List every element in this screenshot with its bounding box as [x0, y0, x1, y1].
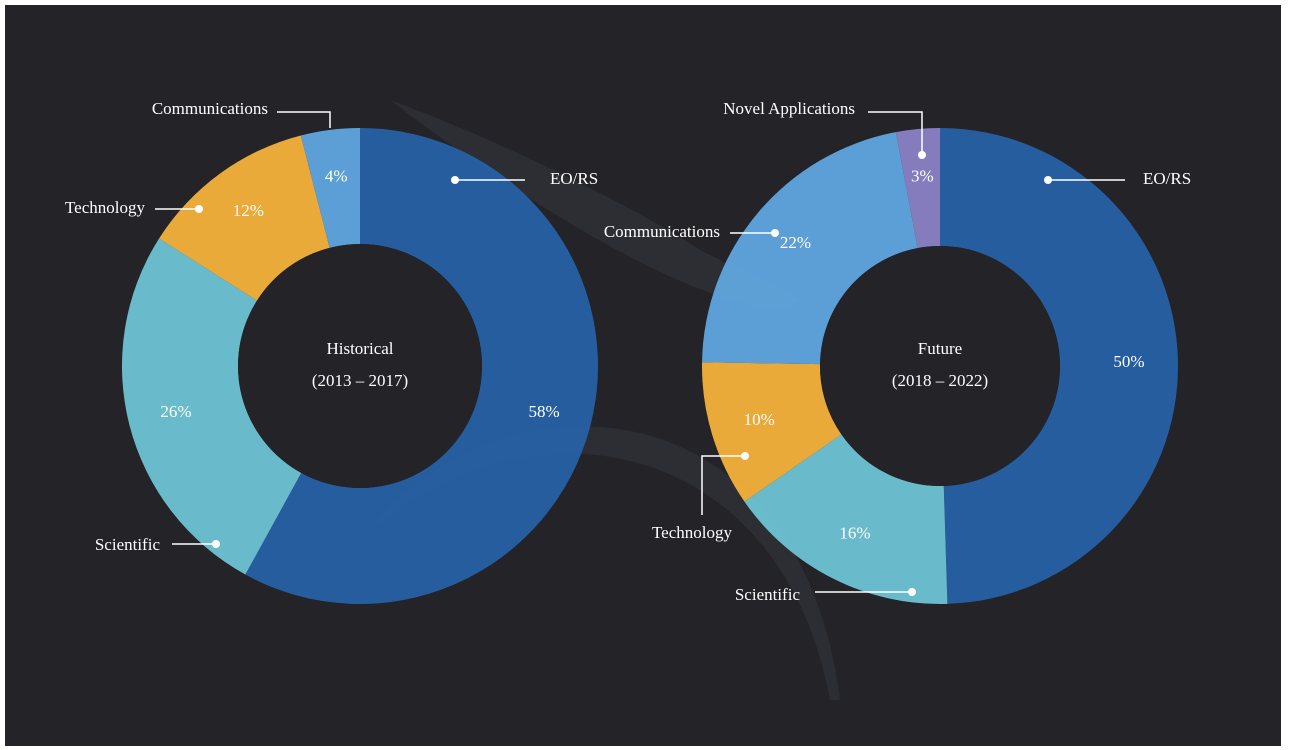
- value-label: 16%: [839, 524, 870, 543]
- leader-dot: [451, 176, 459, 184]
- category-label: Novel Applications: [723, 99, 855, 118]
- category-label: Communications: [604, 222, 720, 241]
- watermark: [390, 100, 800, 307]
- value-label: 26%: [160, 402, 191, 421]
- category-label: EO/RS: [550, 169, 598, 188]
- leader-dot: [771, 229, 779, 237]
- center-title: Historical: [326, 339, 393, 358]
- leader-dot: [741, 452, 749, 460]
- leader-dot: [918, 151, 926, 159]
- category-label: Technology: [65, 198, 146, 217]
- leader-dot: [1044, 176, 1052, 184]
- value-label: 4%: [325, 166, 348, 185]
- slice: [245, 128, 598, 604]
- watermark: [360, 426, 840, 700]
- leader-line: [701, 455, 745, 515]
- center-subtitle: (2018 – 2022): [892, 371, 988, 390]
- leader-dot: [908, 588, 916, 596]
- category-label: Scientific: [95, 535, 161, 554]
- donut-hole: [238, 244, 482, 488]
- leader-dot: [195, 205, 203, 213]
- slice: [940, 128, 1179, 604]
- donut-hole: [820, 246, 1060, 486]
- center-subtitle: (2013 – 2017): [312, 371, 408, 390]
- value-label: 3%: [911, 167, 934, 186]
- leader-line: [868, 111, 923, 155]
- slice: [121, 238, 302, 575]
- value-label: 10%: [744, 410, 775, 429]
- slice: [300, 128, 360, 248]
- category-label: Scientific: [735, 585, 801, 604]
- value-label: 50%: [1113, 352, 1144, 371]
- slice: [744, 434, 948, 604]
- leader-dot: [212, 540, 220, 548]
- leader-line: [277, 111, 331, 128]
- slice: [895, 128, 940, 249]
- value-label: 12%: [233, 201, 264, 220]
- category-label: EO/RS: [1143, 169, 1191, 188]
- category-label: Technology: [652, 523, 733, 542]
- value-label: 22%: [780, 233, 811, 252]
- slice: [702, 132, 918, 365]
- center-title: Future: [918, 339, 962, 358]
- slice: [702, 362, 842, 502]
- slice: [159, 135, 330, 301]
- value-label: 58%: [528, 402, 559, 421]
- category-label: Communications: [152, 99, 268, 118]
